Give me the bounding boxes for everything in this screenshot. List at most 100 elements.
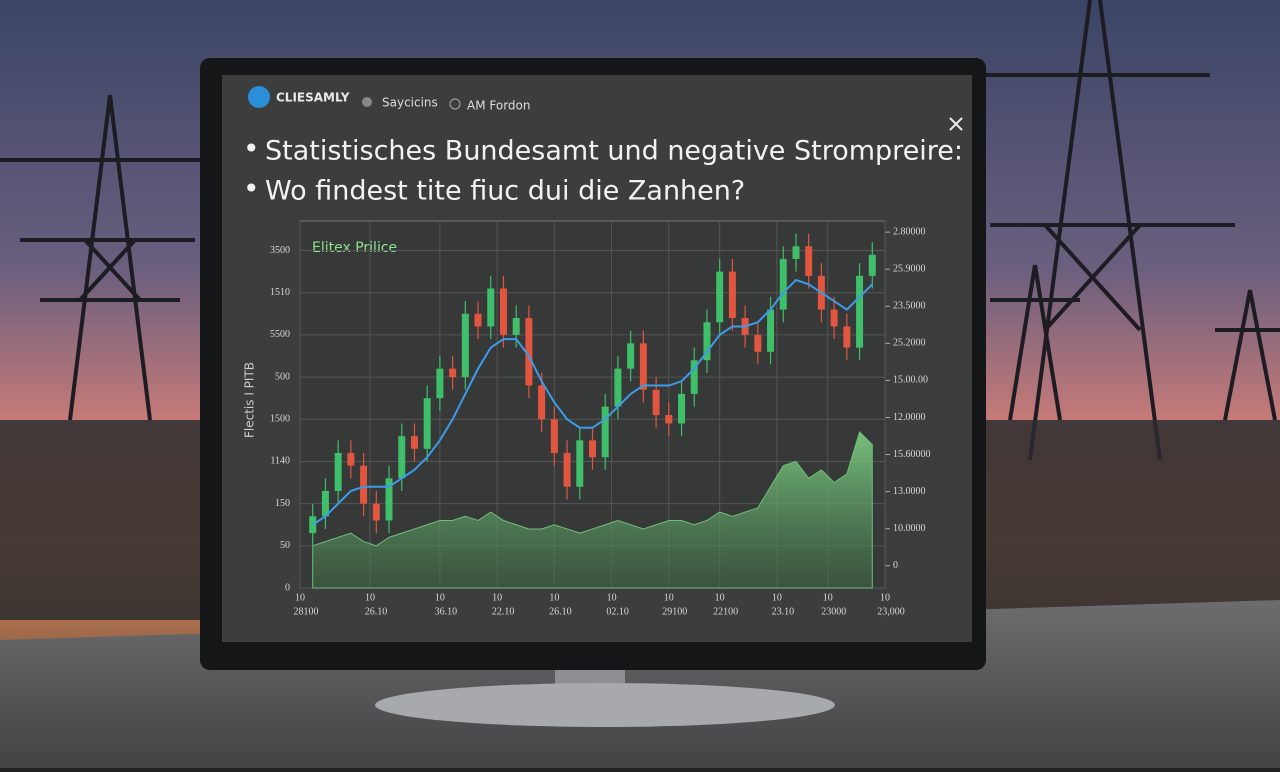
x-tick-sublabel: 22.10 <box>492 606 515 617</box>
candle-body <box>614 368 622 407</box>
candle-body <box>639 343 647 390</box>
tab-icon <box>449 98 461 110</box>
candle-body <box>512 318 520 335</box>
candle-body <box>474 313 482 327</box>
y-tick-label: 1510 <box>270 287 290 298</box>
y-tick-label: 3500 <box>270 245 290 256</box>
y-axis-label: Flectis I PITB <box>243 362 257 438</box>
y2-tick-label: 0 <box>893 560 898 571</box>
x-tick-sublabel: 29100 <box>662 606 687 617</box>
x-tick-sublabel: 02.10 <box>606 606 629 617</box>
y-tick-label: 50 <box>280 540 290 551</box>
y2-tick-label: 13.0000 <box>893 486 926 497</box>
x-tick-sublabel: 36.10 <box>435 606 458 617</box>
y-tick-label: 1500 <box>270 414 290 425</box>
x-tick-sublabel: 26.10 <box>365 606 388 617</box>
x-tick-label: 10 <box>772 592 782 603</box>
candle-body <box>360 465 368 504</box>
volume-area <box>312 430 873 589</box>
candle-body <box>347 453 355 466</box>
candle-body <box>830 309 838 327</box>
candle-body <box>627 343 635 369</box>
candle-body <box>563 453 571 487</box>
candle-body <box>372 503 380 521</box>
candle-body <box>499 288 507 335</box>
x-tick-label: 10 <box>549 592 559 603</box>
x-tick-label: 10 <box>823 592 833 603</box>
x-tick-label: 10 <box>295 592 305 603</box>
candle-body <box>538 385 546 420</box>
tab[interactable]: AM Fordon <box>467 99 530 113</box>
title-line: Wo findest tite fiuc dui die Zanhen? <box>265 176 745 207</box>
candle-body <box>728 271 736 319</box>
bullet: • <box>243 172 260 205</box>
title-line: Statistisches Bundesamt und negative Str… <box>265 136 963 167</box>
moving-average <box>312 278 873 526</box>
y-tick-label: 500 <box>275 371 290 382</box>
x-tick-label: 10 <box>880 592 890 603</box>
candle-body <box>601 406 609 458</box>
bullet: • <box>243 132 260 165</box>
y2-tick-label: 12.0000 <box>893 412 926 423</box>
plot: 0 50 150 1140 1500 500 5500 1510 3500 0 10.0000 13.… <box>270 221 931 617</box>
candle-body <box>665 415 673 424</box>
x-tick-label: 10 <box>435 592 445 603</box>
candle-body <box>334 453 342 491</box>
candle-body <box>767 309 775 352</box>
candle-body <box>678 393 686 424</box>
candle-body <box>410 436 418 449</box>
candle-body <box>461 313 469 378</box>
y2-tick-label: 25.9000 <box>893 263 926 274</box>
x-tick-sublabel: 23,000 <box>877 606 905 617</box>
stand-base <box>375 683 835 727</box>
candle-body <box>805 246 813 276</box>
x-tick-label: 10 <box>365 592 375 603</box>
candle-body <box>321 490 329 517</box>
candle-body <box>792 246 800 259</box>
x-tick-label: 10 <box>715 592 725 603</box>
x-tick-label: 10 <box>492 592 502 603</box>
candle-body <box>398 436 406 479</box>
x-tick-sublabel: 23000 <box>821 606 846 617</box>
candle-body <box>436 368 444 399</box>
y-tick-label: 150 <box>275 498 290 509</box>
candle-body <box>576 440 584 487</box>
x-tick-label: 10 <box>607 592 617 603</box>
x-tick-sublabel: 23.10 <box>772 606 795 617</box>
y2-tick-label: 2.80000 <box>893 226 926 237</box>
candle-body <box>525 318 533 386</box>
candle-body <box>652 389 660 416</box>
pylons <box>0 0 1280 460</box>
x-tick-sublabel: 28100 <box>294 606 319 617</box>
candle-body <box>589 440 596 458</box>
tab[interactable]: Saycicins <box>382 96 438 110</box>
y2-tick-label: 23.5000 <box>893 301 926 312</box>
y-tick-label: 5500 <box>270 329 290 340</box>
y-tick-label: 1140 <box>270 456 290 467</box>
candle-body <box>423 398 431 449</box>
candle-body <box>779 258 787 310</box>
candle-body <box>716 271 724 323</box>
candle-body <box>487 288 495 327</box>
y2-tick-label: 10.0000 <box>893 523 926 534</box>
y2-tick-label: 25.2000 <box>893 338 926 349</box>
x-tick-sublabel: 22100 <box>713 606 738 617</box>
y-tick-label: 0 <box>285 582 290 593</box>
y2-tick-label: 15.60000 <box>893 449 931 460</box>
candle-body <box>754 334 762 352</box>
logo-icon <box>248 86 270 108</box>
candle-body <box>856 275 864 348</box>
logo: CLIESAMLY <box>276 91 350 105</box>
candle-body <box>385 478 393 521</box>
y2-tick-label: 15.00.00 <box>893 375 928 386</box>
legend: Elitex Prilice <box>312 240 397 256</box>
candle-body <box>868 254 876 276</box>
close-button[interactable] <box>949 117 963 131</box>
candle-body <box>449 368 457 378</box>
candle-body <box>843 326 851 348</box>
x-tick-label: 10 <box>664 592 674 603</box>
candle-body <box>550 419 558 454</box>
candle-body <box>703 322 711 361</box>
